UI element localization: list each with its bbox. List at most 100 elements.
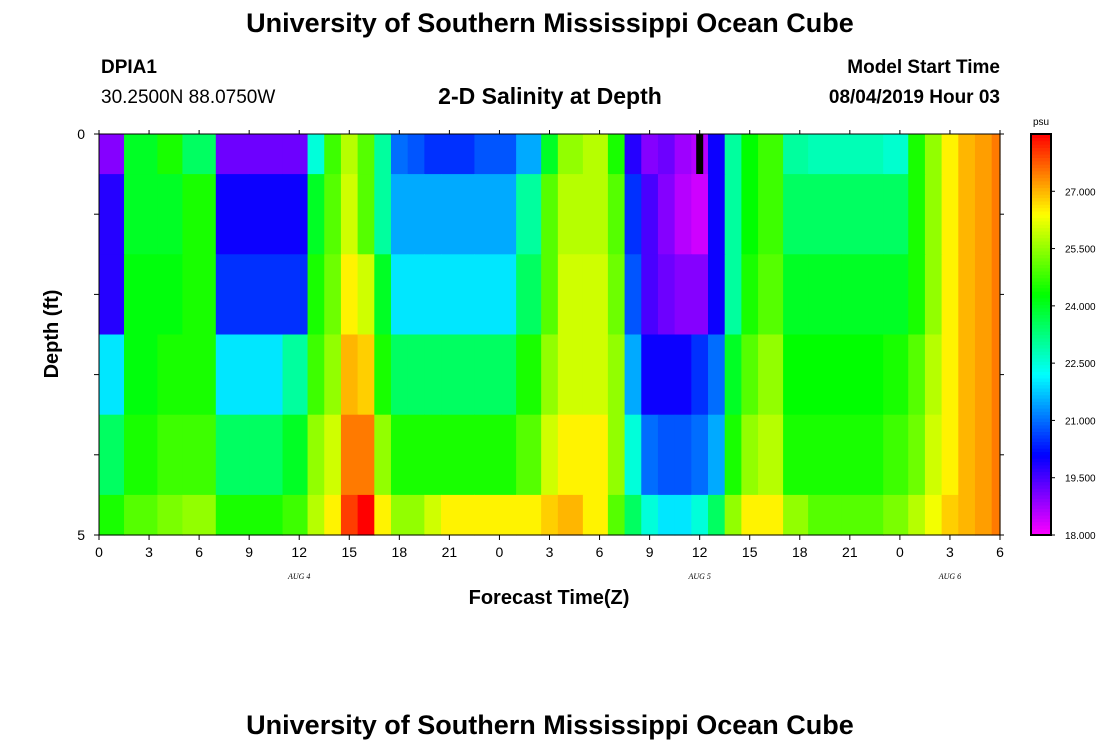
heatmap-cell [182,334,217,416]
colorbar-segment [1031,294,1051,299]
heatmap-cell [324,254,342,336]
colorbar-segment [1031,381,1051,386]
colorbar-segment [1031,197,1051,202]
heatmap-cell [340,134,359,175]
colorbar-segment [1031,314,1051,319]
colorbar-units: psu [1033,117,1049,128]
colorbar-segment [1031,147,1051,152]
heatmap-cell [724,494,742,536]
heatmap-cell [474,254,517,336]
colorbar-segment [1031,324,1051,329]
heatmap-cell [516,254,542,336]
heatmap-cell [641,134,659,175]
heatmap-cell [708,174,726,255]
colorbar-segment [1031,404,1051,409]
heatmap-cell [516,494,542,536]
x-tick-label: 3 [546,544,554,560]
heatmap-cell [941,134,959,175]
heatmap-cell [424,134,442,175]
colorbar-segment [1031,194,1051,199]
heatmap-cell [441,174,476,255]
colorbar-tick-label: 25.500 [1065,245,1096,256]
heatmap-cell [924,414,943,496]
colorbar-tick-label: 21.000 [1065,416,1096,427]
heatmap-cell [641,494,659,536]
heatmap-cell [624,494,642,536]
colorbar-segment [1031,160,1051,165]
heatmap-cell [958,134,976,175]
heatmap-cell [407,134,425,175]
colorbar-segment [1031,207,1051,212]
heatmap-cell [641,174,659,255]
heatmap-cell [424,174,442,255]
heatmap-cell [282,134,309,175]
heatmap-cell [758,334,784,416]
colorbar-segment [1031,371,1051,376]
heatmap-cell [474,494,517,536]
heatmap-cell [157,414,184,496]
heatmap-cell [557,494,584,536]
model-start-value: 08/04/2019 Hour 03 [828,87,1000,108]
colorbar-segment [1031,367,1051,372]
heatmap-cell [340,174,359,255]
date-label: AUG 6 [938,572,961,581]
colorbar-segment [1031,394,1051,399]
colorbar-segment [1031,331,1051,336]
heatmap-cell [657,494,676,536]
colorbar-tick-label: 27.000 [1065,187,1096,198]
heatmap-cell [657,254,676,336]
heatmap-cell [124,254,158,336]
heatmap-cell [541,254,559,336]
heatmap-cell [941,414,959,496]
heatmap-cell [808,134,843,175]
colorbar-segment [1031,224,1051,229]
heatmap-cell [157,134,184,175]
colorbar-segment [1031,354,1051,359]
heatmap-cell [249,134,284,175]
heatmap-cell [624,334,642,416]
heatmap-cell [516,414,542,496]
colorbar-segment [1031,180,1051,185]
heatmap-cell [374,254,392,336]
heatmap-cell [674,134,692,175]
heatmap-cell [691,254,709,336]
colorbar-segment [1031,357,1051,362]
heatmap-cell [607,254,626,336]
heatmap-cell [582,414,609,496]
colorbar-segment [1031,344,1051,349]
colorbar-segment [1031,301,1051,306]
heatmap-cell [441,334,476,416]
heatmap-cell [282,174,309,255]
heatmap-cell [307,254,325,336]
heatmap-cell [249,334,284,416]
heatmap-cell [557,254,584,336]
colorbar-segment [1031,244,1051,249]
colorbar-segment [1031,471,1051,476]
colorbar-segment [1031,424,1051,429]
colorbar-segment [1031,531,1051,536]
heatmap-cell [157,334,184,416]
colorbar-segment [1031,164,1051,169]
colorbar-segment [1031,498,1051,503]
heatmap-cell [357,174,375,255]
colorbar-segment [1031,190,1051,195]
colorbar-segment [1031,297,1051,302]
heatmap-cell [182,134,217,175]
heatmap-cell [307,494,325,536]
heatmap-cell [674,494,692,536]
heatmap-cell [924,134,943,175]
colorbar-tick-label: 18.000 [1065,531,1096,542]
heatmap-cell [357,134,375,175]
station-id: DPIA1 [101,57,157,78]
colorbar-segment [1031,491,1051,496]
x-tick-label: 9 [245,544,253,560]
colorbar-segment [1031,454,1051,459]
heatmap-cell [582,494,609,536]
heatmap-cell [841,494,884,536]
colorbar-segment [1031,511,1051,516]
colorbar-segment [1031,311,1051,316]
heatmap-cell [374,174,392,255]
heatmap-cell [407,334,425,416]
heatmap-cell [974,174,993,255]
heatmap-cell [758,134,784,175]
